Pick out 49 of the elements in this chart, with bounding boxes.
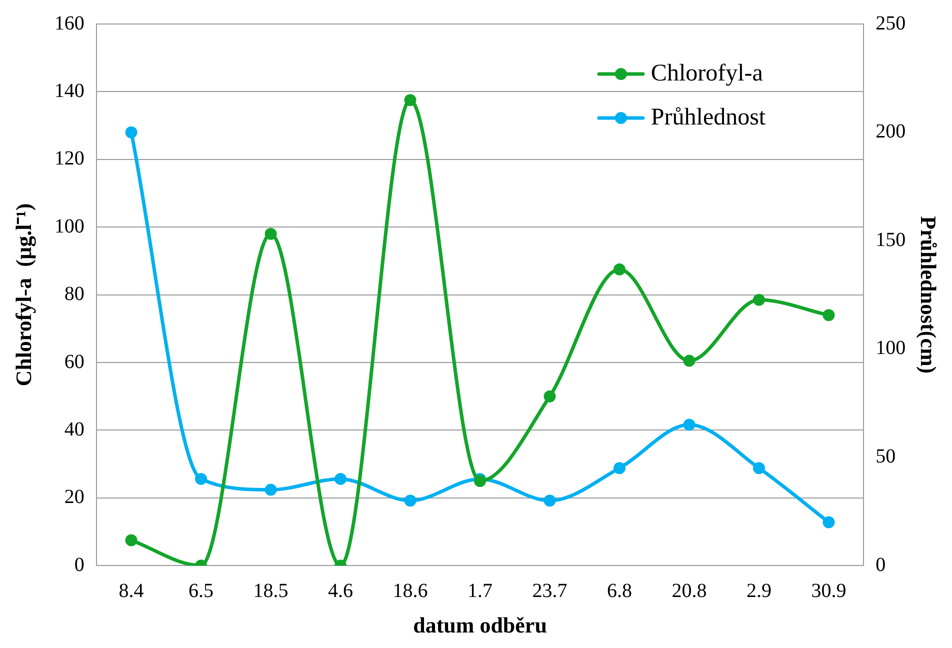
- x-tick-label: 30.9: [811, 580, 846, 602]
- x-tick-label: 23.7: [532, 580, 568, 602]
- y-tick-label: 60: [64, 350, 84, 373]
- y2-tick-label: 250: [876, 12, 906, 34]
- y-axis-title: Chlorofyl-a (µg.l⁻¹): [10, 203, 36, 386]
- y2-axis-title: Průhlednost(cm): [916, 216, 942, 374]
- x-axis-title: datum odběru: [413, 612, 547, 638]
- y-tick-label: 140: [54, 80, 84, 102]
- x-tick-label: 20.8: [672, 580, 707, 602]
- x-tick-label: 4.6: [328, 580, 354, 602]
- point: [125, 126, 138, 138]
- point: [195, 472, 208, 485]
- y2-tick-label: 150: [876, 228, 906, 251]
- point: [613, 263, 626, 276]
- y-tick-label: 120: [54, 148, 84, 170]
- point: [822, 516, 835, 528]
- y-tick-label: 0: [74, 554, 84, 576]
- y-tick-label: 160: [54, 12, 84, 34]
- y-tick-label: 100: [54, 215, 84, 238]
- point: [752, 294, 765, 306]
- point: [683, 418, 696, 431]
- y2-tick-label: 50: [876, 446, 896, 468]
- x-tick-label: 6.8: [606, 580, 632, 602]
- point: [404, 94, 416, 106]
- x-tick-label: 6.5: [188, 580, 214, 602]
- point: [264, 228, 277, 240]
- x-tick-label: 2.9: [746, 580, 772, 602]
- point: [125, 534, 138, 546]
- point: [613, 462, 626, 474]
- point: [683, 354, 696, 367]
- point: [264, 484, 277, 496]
- point: [822, 309, 835, 322]
- point: [544, 494, 556, 507]
- point: [752, 462, 765, 474]
- y-tick-label: 40: [64, 418, 84, 440]
- x-tick-label: 18.6: [392, 580, 428, 602]
- y-tick-label: 20: [64, 486, 84, 508]
- x-tick-label: 1.7: [468, 580, 492, 602]
- point: [334, 472, 347, 485]
- x-tick-label: 18.5: [253, 580, 288, 602]
- point: [404, 494, 416, 507]
- y2-tick-label: 0: [876, 554, 886, 576]
- x-tick-label: 8.4: [118, 580, 144, 602]
- legend-label: Chlorofyl-a: [650, 60, 764, 86]
- point: [544, 390, 556, 402]
- legend-label: Průhlednost: [650, 104, 766, 130]
- y2-tick-label: 100: [876, 337, 906, 360]
- y2-tick-label: 200: [876, 120, 906, 143]
- y-tick-label: 80: [64, 283, 84, 306]
